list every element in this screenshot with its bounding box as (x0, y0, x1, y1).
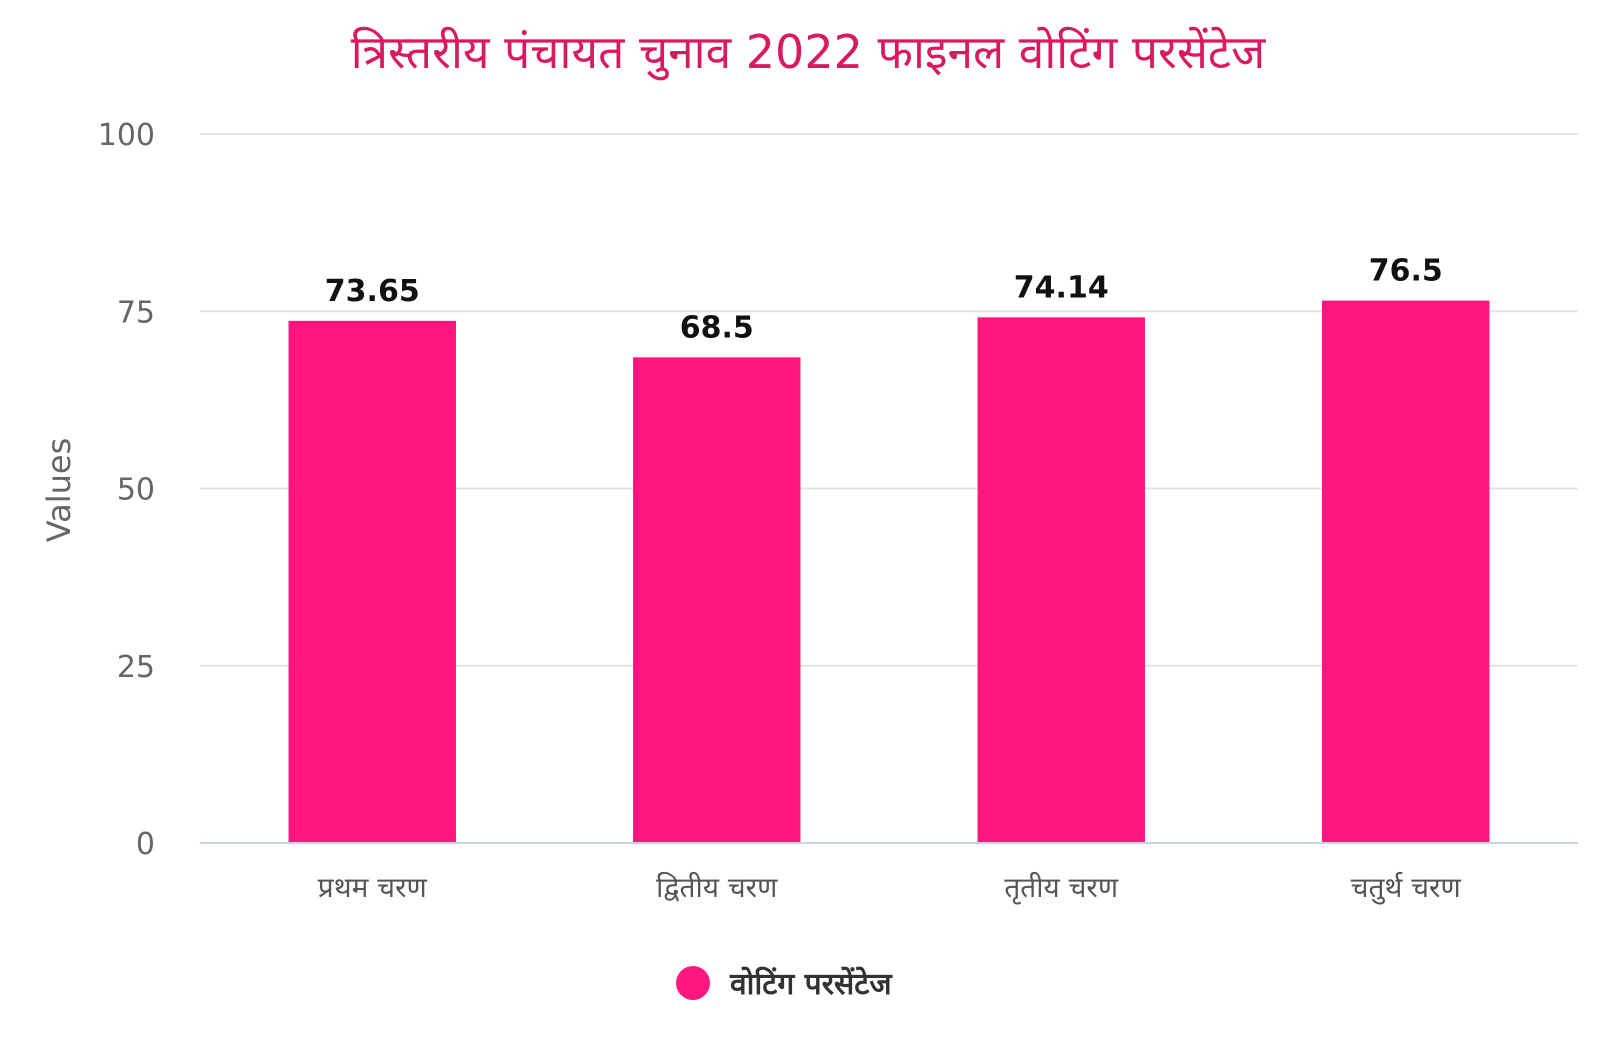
y-axis-label: Values (40, 438, 78, 543)
legend-label: वोटिंग परसेंटेज (729, 966, 893, 1002)
x-tick-label: चतुर्थ चरण (1351, 871, 1462, 905)
y-tick-label: 0 (136, 827, 155, 862)
data-label: 74.14 (1014, 270, 1109, 305)
legend[interactable]: वोटिंग परसेंटेज (676, 966, 893, 1002)
data-labels: 73.65 68.5 74.14 76.5 (325, 254, 1443, 346)
y-tick-label: 25 (117, 650, 155, 685)
data-label: 68.5 (680, 310, 754, 345)
y-tick-label: 75 (117, 295, 155, 330)
x-tick-label: द्वितीय चरण (656, 871, 778, 904)
bar[interactable] (633, 357, 801, 843)
data-label: 76.5 (1369, 254, 1443, 289)
bars (288, 300, 1490, 843)
x-tick-label: प्रथम चरण (318, 871, 428, 904)
chart-title: त्रिस्तरीय पंचायत चुनाव 2022 फाइनल वोटिं… (351, 25, 1266, 81)
legend-swatch (676, 966, 710, 1000)
bar[interactable] (1322, 300, 1490, 843)
y-tick-labels: 0 25 50 75 100 (98, 118, 155, 862)
y-tick-label: 100 (98, 118, 155, 153)
bar[interactable] (288, 320, 456, 843)
x-tick-label: तृतीय चरण (1004, 871, 1119, 905)
bar[interactable] (977, 317, 1145, 843)
x-tick-labels: प्रथम चरण द्वितीय चरण तृतीय चरण चतुर्थ चरण (318, 871, 1462, 905)
y-tick-label: 50 (117, 473, 155, 508)
data-label: 73.65 (325, 274, 420, 309)
